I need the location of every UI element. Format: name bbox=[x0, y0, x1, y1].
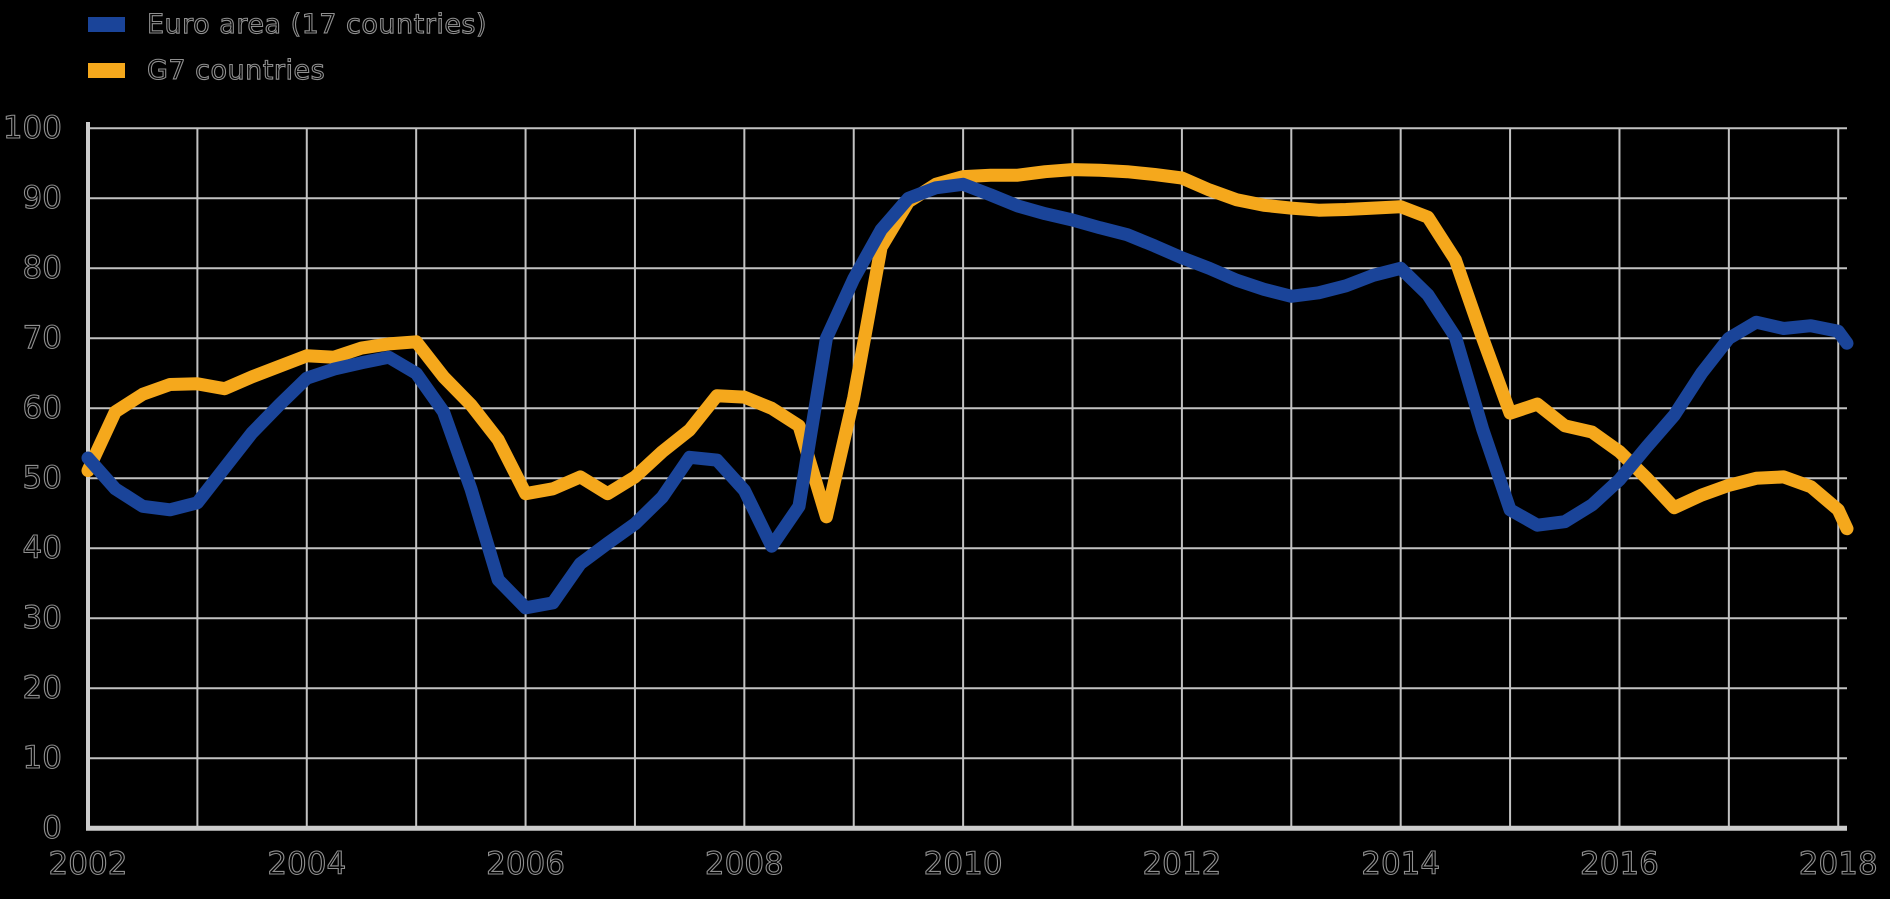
y-tick-label: 50 bbox=[22, 460, 63, 497]
legend: Euro area (17 countries) G7 countries bbox=[88, 8, 487, 86]
x-tick-label: 2018 bbox=[1798, 845, 1878, 882]
x-tick-label: 2002 bbox=[48, 845, 128, 882]
y-tick-label: 80 bbox=[22, 250, 63, 287]
y-tick-label: 40 bbox=[22, 530, 63, 567]
y-tick-label: 60 bbox=[22, 390, 63, 427]
y-tick-label: 100 bbox=[2, 110, 62, 147]
series-line-g7 bbox=[81, 163, 1854, 536]
x-tick-label: 2014 bbox=[1361, 845, 1441, 882]
legend-swatch-euro-area bbox=[88, 16, 125, 32]
y-tick-label: 20 bbox=[22, 670, 63, 707]
y-tick-label: 30 bbox=[22, 600, 63, 637]
x-tick-label: 2010 bbox=[923, 845, 1003, 882]
legend-item: Euro area (17 countries) bbox=[88, 8, 487, 40]
y-tick-label: 10 bbox=[22, 740, 63, 777]
x-tick-label: 2004 bbox=[267, 845, 347, 882]
x-tick-label: 2008 bbox=[704, 845, 784, 882]
series-line-euro-area bbox=[81, 177, 1854, 615]
y-tick-label: 70 bbox=[22, 320, 63, 357]
legend-item: G7 countries bbox=[88, 54, 487, 86]
y-tick-label: 0 bbox=[42, 810, 63, 847]
legend-swatch-g7 bbox=[88, 62, 125, 78]
x-tick-label: 2006 bbox=[486, 845, 566, 882]
x-tick-label: 2016 bbox=[1579, 845, 1659, 882]
legend-label: G7 countries bbox=[146, 54, 326, 86]
legend-label: Euro area (17 countries) bbox=[146, 8, 488, 40]
y-tick-label: 90 bbox=[22, 180, 63, 217]
x-tick-label: 2012 bbox=[1142, 845, 1222, 882]
